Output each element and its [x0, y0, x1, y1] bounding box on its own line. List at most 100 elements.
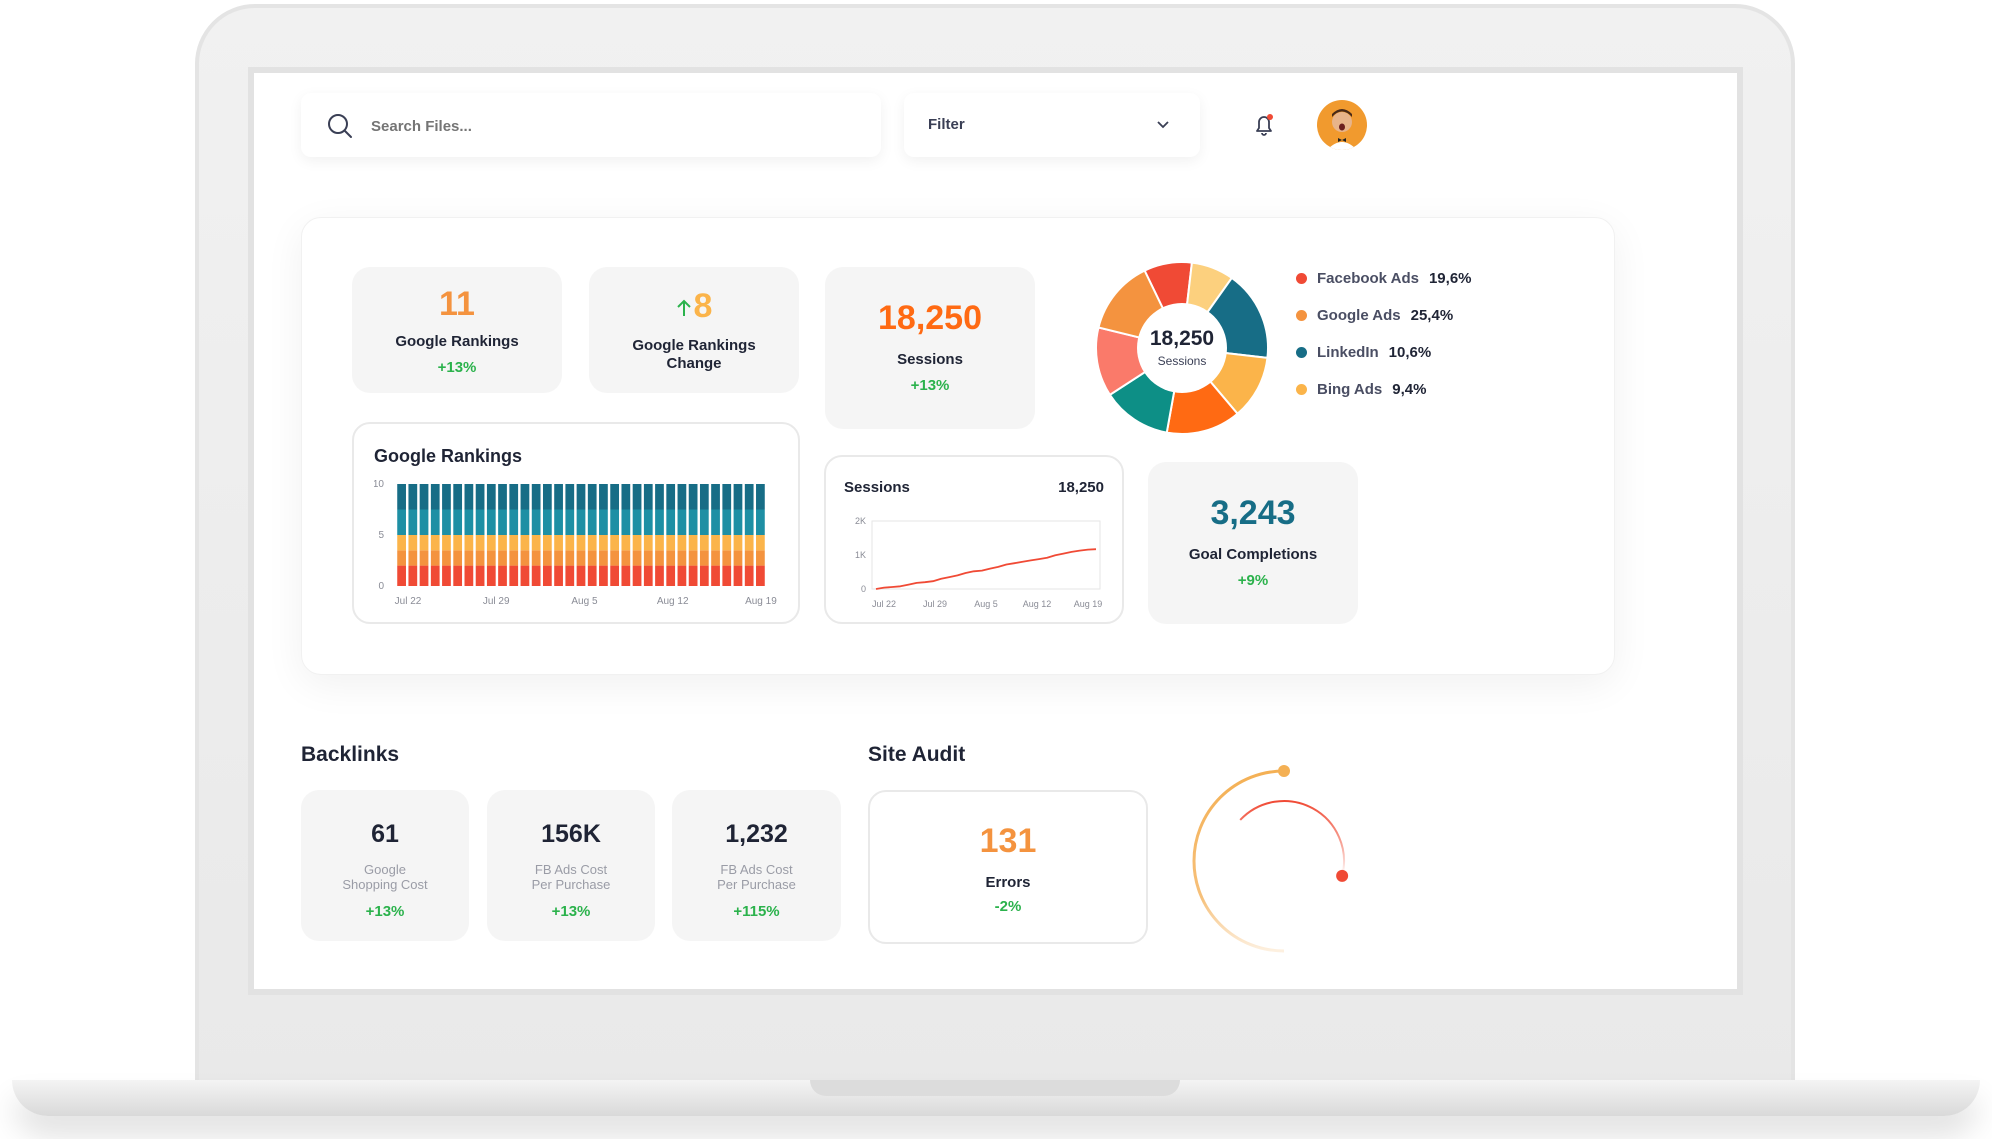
bar-segment	[621, 535, 631, 551]
bar-segment	[453, 484, 463, 510]
bar-segment	[430, 509, 440, 535]
bar-segment	[688, 550, 698, 566]
bar-segment	[621, 550, 631, 566]
backlink-label-line1: FB Ads Cost	[720, 862, 793, 877]
bar-segment	[733, 535, 743, 551]
legend-item-facebook: Facebook Ads 19,6%	[1296, 267, 1472, 289]
bar-segment	[554, 565, 563, 586]
bar-segment	[442, 484, 451, 510]
bar-segment	[744, 509, 754, 535]
bar-segment	[531, 565, 541, 586]
bar-segment	[430, 550, 440, 566]
legend-dot	[1296, 272, 1307, 284]
bar-segment	[453, 535, 463, 551]
filter-label: Filter	[928, 116, 965, 133]
legend-item-bing: Bing Ads 9,4%	[1296, 378, 1426, 400]
bar-segment	[711, 550, 720, 566]
site-audit-title: Site Audit	[868, 743, 966, 766]
chevron-down-icon	[1157, 121, 1169, 129]
bar-segment	[621, 484, 631, 510]
bar-segment	[408, 509, 418, 535]
bell-icon[interactable]	[1250, 111, 1278, 139]
bar-segment	[587, 550, 597, 566]
backlink-card: 61 Google Shopping Cost +13%	[301, 790, 469, 941]
bar-segment	[733, 565, 743, 586]
bar-segment	[486, 535, 496, 551]
legend-name: Google Ads	[1317, 306, 1401, 324]
bar-segment	[576, 535, 586, 551]
bar-segment	[542, 509, 552, 535]
errors-value: 131	[979, 822, 1037, 860]
rankings-bar-chart: 10 5 0 Jul 22 Jul 29 Aug 5 Aug 12 Aug 19	[374, 480, 777, 607]
laptop-notch	[810, 1080, 1180, 1096]
x-tick-label: Aug 19	[1074, 599, 1103, 609]
bar-segment	[408, 565, 418, 586]
bar-segment	[486, 565, 496, 586]
stat-card-rankings: 11 Google Rankings +13%	[352, 267, 562, 393]
bar-segment	[610, 509, 620, 535]
bar-segment	[621, 565, 631, 586]
dashboard-screen: Filter 11 Google Rankings +13% 8	[248, 67, 1743, 995]
x-tick-label: Aug 5	[571, 596, 598, 607]
legend-dot	[1296, 346, 1307, 358]
bar-segment	[643, 484, 653, 510]
legend-value: 10,6%	[1388, 343, 1432, 361]
bar-segment	[756, 535, 765, 551]
bar-segment	[632, 509, 642, 535]
legend-item-google: Google Ads 25,4%	[1296, 304, 1453, 326]
bar-segment	[397, 565, 406, 586]
bar-segment	[430, 565, 440, 586]
bar-segment	[520, 509, 530, 535]
bar-segment	[677, 565, 687, 586]
errors-label: Errors	[985, 874, 1031, 891]
donut-center-value: 18,250	[1149, 327, 1215, 350]
bar-segment	[576, 509, 586, 535]
filter-dropdown[interactable]: Filter	[904, 93, 1200, 157]
bar-segment	[711, 535, 720, 551]
legend-value: 9,4%	[1392, 380, 1427, 398]
goal-value: 3,243	[1210, 494, 1296, 532]
stat-card-goal: 3,243 Goal Completions +9%	[1148, 462, 1358, 624]
sessions-chart-title: Sessions	[844, 479, 910, 496]
sessions-value: 18,250	[878, 299, 982, 337]
bar-segment	[599, 565, 608, 586]
bar-segment	[509, 535, 519, 551]
x-tick-label: Jul 29	[483, 596, 510, 607]
search-icon	[328, 114, 352, 138]
bar-segment	[531, 550, 541, 566]
bar-segment	[419, 484, 429, 510]
bar-segment	[554, 535, 563, 551]
bar-segment	[565, 550, 575, 566]
bar-segment	[699, 535, 709, 551]
bar-segment	[464, 565, 474, 586]
bar-segment	[632, 565, 642, 586]
x-tick-label: Aug 19	[745, 596, 777, 607]
bar-segment	[475, 565, 485, 586]
gauge-outer-arc	[1192, 769, 1285, 953]
bar-segment	[599, 535, 608, 551]
bar-segment	[677, 550, 687, 566]
bar-segment	[419, 565, 429, 586]
backlink-delta: +13%	[551, 903, 591, 920]
legend-value: 19,6%	[1428, 269, 1472, 287]
avatar[interactable]	[1317, 100, 1367, 150]
rankings-change-label-line2: Change	[666, 355, 722, 372]
y-tick-label: 0	[378, 581, 384, 592]
bar-segment	[756, 509, 765, 535]
bar-segment	[475, 509, 485, 535]
gauge-inner-marker	[1336, 869, 1349, 882]
x-tick-label: Jul 22	[395, 596, 422, 607]
stat-card-rankings-change: 8 Google Rankings Change	[589, 267, 799, 393]
bar-segment	[699, 484, 709, 510]
backlink-label-line2: Per Purchase	[531, 877, 611, 892]
search-bar[interactable]	[301, 93, 881, 157]
bar-segment	[744, 550, 754, 566]
bar-segment	[464, 509, 474, 535]
bar-segment	[733, 509, 743, 535]
bar-segment	[565, 565, 575, 586]
rankings-change-value: 8	[693, 287, 713, 325]
bar-segment	[666, 565, 676, 586]
bar-segment	[475, 484, 485, 510]
search-input[interactable]	[369, 111, 853, 141]
legend-dot	[1296, 309, 1307, 321]
